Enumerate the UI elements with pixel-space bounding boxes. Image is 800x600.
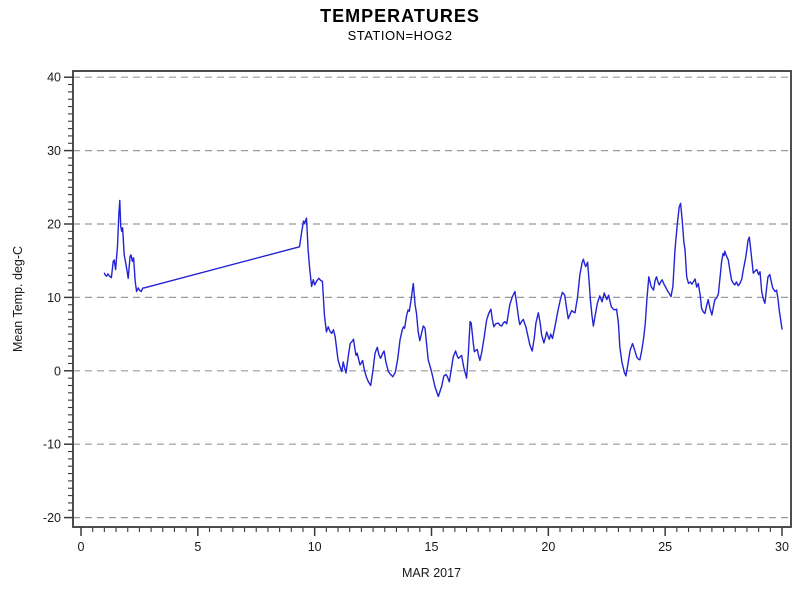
x-tick-label: 20: [541, 540, 555, 554]
x-tick-label: 5: [194, 540, 201, 554]
y-tick-label: -10: [43, 438, 61, 452]
chart-title: TEMPERATURES: [320, 6, 480, 26]
x-tick-label: 25: [658, 540, 672, 554]
x-tick-label: 10: [308, 540, 322, 554]
y-tick-label: 10: [47, 291, 61, 305]
plot-frame: [72, 70, 792, 528]
y-tick-label: 20: [47, 218, 61, 232]
y-tick-label: 30: [47, 144, 61, 158]
y-tick-label: 0: [54, 364, 61, 378]
x-tick-label: 15: [425, 540, 439, 554]
y-tick-label: -20: [43, 511, 61, 525]
x-tick-label: 0: [78, 540, 85, 554]
x-tick-label: 30: [775, 540, 789, 554]
temperature-line: [103, 199, 783, 398]
y-tick-label: 40: [47, 71, 61, 85]
chart-subtitle: STATION=HOG2: [347, 28, 453, 43]
y-axis-title: Mean Temp. deg-C: [11, 246, 25, 352]
x-axis-title: MAR 2017: [402, 566, 461, 580]
